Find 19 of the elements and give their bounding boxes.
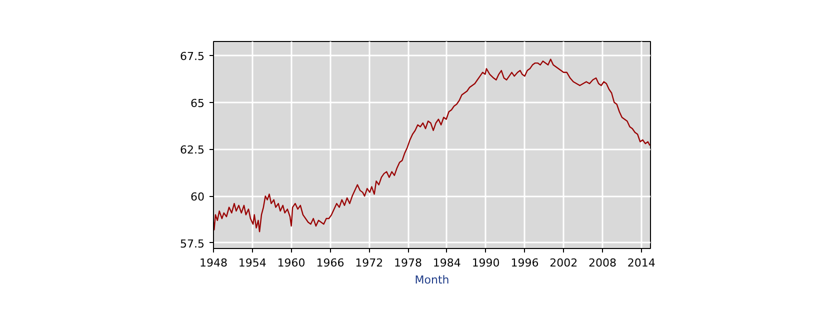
x-tick-label: 2014 (627, 256, 656, 270)
x-tick-label: 1972 (355, 256, 384, 270)
x-tick-label: 1996 (510, 256, 539, 270)
y-tick-label: 67.5 (180, 50, 205, 64)
x-tick-label: 1978 (394, 256, 422, 270)
x-tick-label: 1948 (200, 256, 228, 270)
x-tick-label: 1984 (432, 256, 461, 270)
x-tick-label: 2002 (550, 256, 578, 270)
x-tick-label: 1954 (238, 256, 266, 270)
y-tick-label: 65 (190, 96, 205, 110)
x-tick-label: 1966 (316, 256, 344, 270)
x-tick-label: 2008 (588, 256, 617, 270)
y-tick-label: 62.5 (180, 144, 205, 157)
x-axis-title: Month (414, 274, 450, 286)
y-tick-label: 57.5 (180, 237, 205, 250)
line-series (214, 58, 650, 232)
x-tick-label: 1960 (277, 256, 306, 270)
x-tick-label: 1990 (472, 256, 500, 270)
y-tick-label: 60 (190, 190, 205, 204)
